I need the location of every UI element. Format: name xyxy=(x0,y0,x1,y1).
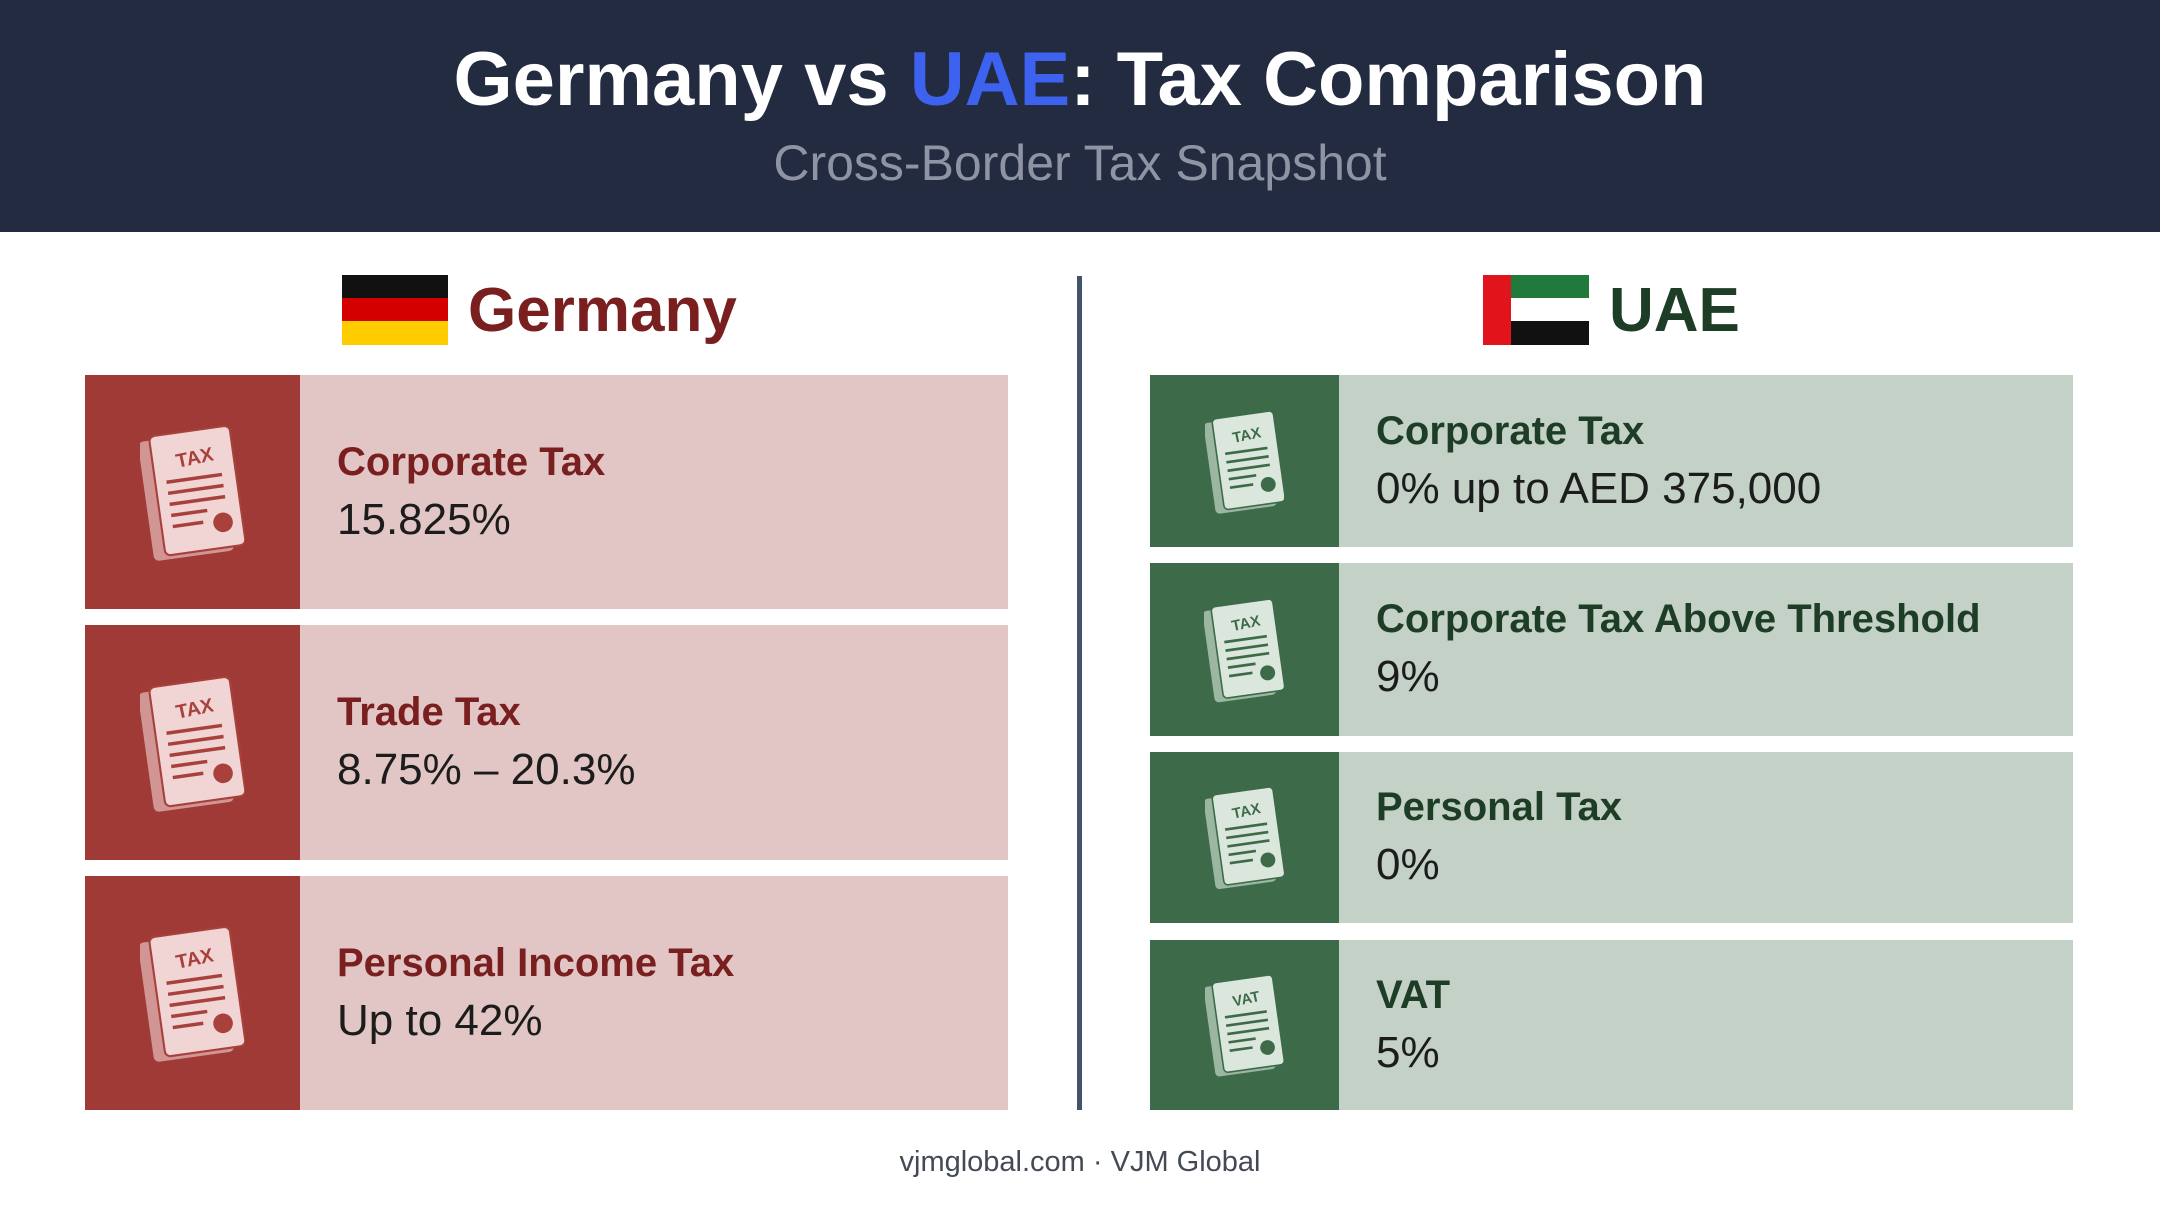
document-icon: TAX xyxy=(1204,409,1285,514)
icon-label: VAT xyxy=(1231,989,1261,1010)
card-value: 9% xyxy=(1376,652,1440,701)
title-part: UAE xyxy=(909,37,1071,122)
icon-box: TAX xyxy=(85,876,300,1110)
column-heading: UAE xyxy=(1483,272,1740,348)
card-label: Corporate Tax Above Threshold xyxy=(1376,597,1981,641)
tax-card: VAT VAT 5% xyxy=(1150,940,2073,1110)
title-part: Germany vs xyxy=(453,37,910,122)
icon-label: TAX xyxy=(1230,612,1262,635)
card-value: 0% xyxy=(1376,840,1440,889)
subtitle: Cross-Border Tax Snapshot xyxy=(773,135,1387,191)
card-label: Corporate Tax xyxy=(337,439,606,484)
card-value: 15.825% xyxy=(337,494,511,544)
icon-box: TAX xyxy=(1150,375,1339,547)
flag-germany xyxy=(342,275,448,345)
title: Germany vs UAE: Tax Comparison xyxy=(0,36,2160,123)
tax-card: TAX Corporate Tax Above Threshold 9% xyxy=(1150,563,2073,736)
icon-box: TAX xyxy=(85,375,300,609)
divider xyxy=(1077,276,1082,1110)
card-label: Personal Tax xyxy=(1376,785,1623,829)
card-value: 8.75% – 20.3% xyxy=(337,745,636,794)
document-icon: TAX xyxy=(1204,598,1285,703)
column-heading: Germany xyxy=(342,272,737,348)
card-value: Up to 42% xyxy=(337,995,543,1045)
card-text: Personal Income Tax Up to 42% xyxy=(300,876,1008,1110)
card-label: Trade Tax xyxy=(337,690,521,734)
card-label: VAT xyxy=(1376,972,1451,1017)
card-text: Corporate Tax 15.825% xyxy=(300,375,1008,609)
tax-card: TAX Personal Income Tax Up to 42% xyxy=(85,876,1008,1110)
card-label: Corporate Tax xyxy=(1376,408,1645,453)
document-icon: TAX xyxy=(140,926,245,1062)
flag-uae xyxy=(1483,275,1589,345)
card-text: VAT 5% xyxy=(1339,940,2073,1110)
tax-card: TAX Corporate Tax 15.825% xyxy=(85,375,1008,609)
heading-text: Germany xyxy=(468,275,737,345)
icon-box: TAX xyxy=(1150,563,1339,736)
document-icon: TAX xyxy=(1204,786,1285,890)
tax-card: TAX Trade Tax 8.75% – 20.3% xyxy=(85,625,1008,860)
icon-label: TAX xyxy=(1230,424,1262,447)
card-text: Trade Tax 8.75% – 20.3% xyxy=(300,625,1008,860)
tax-card: TAX Corporate Tax 0% up to AED 375,000 xyxy=(1150,375,2073,547)
tax-card: TAX Personal Tax 0% xyxy=(1150,752,2073,923)
icon-box: TAX xyxy=(85,625,300,860)
document-icon: VAT xyxy=(1204,974,1285,1077)
icon-label: TAX xyxy=(1231,802,1262,824)
icon-box: VAT xyxy=(1150,940,1339,1110)
footer: vjmglobal.com · VJM Global xyxy=(899,1146,1261,1178)
card-text: Personal Tax 0% xyxy=(1339,752,2073,923)
icon-box: TAX xyxy=(1150,752,1339,923)
document-icon: TAX xyxy=(140,675,245,812)
card-value: 0% up to AED 375,000 xyxy=(1376,463,1822,513)
heading-text: UAE xyxy=(1609,275,1740,345)
document-icon: TAX xyxy=(140,425,245,561)
header xyxy=(0,0,2160,232)
title-part: : Tax Comparison xyxy=(1070,37,1707,122)
card-label: Personal Income Tax xyxy=(337,940,735,985)
card-text: Corporate Tax Above Threshold 9% xyxy=(1339,563,2073,736)
card-text: Corporate Tax 0% up to AED 375,000 xyxy=(1339,375,2073,547)
card-value: 5% xyxy=(1376,1027,1440,1077)
